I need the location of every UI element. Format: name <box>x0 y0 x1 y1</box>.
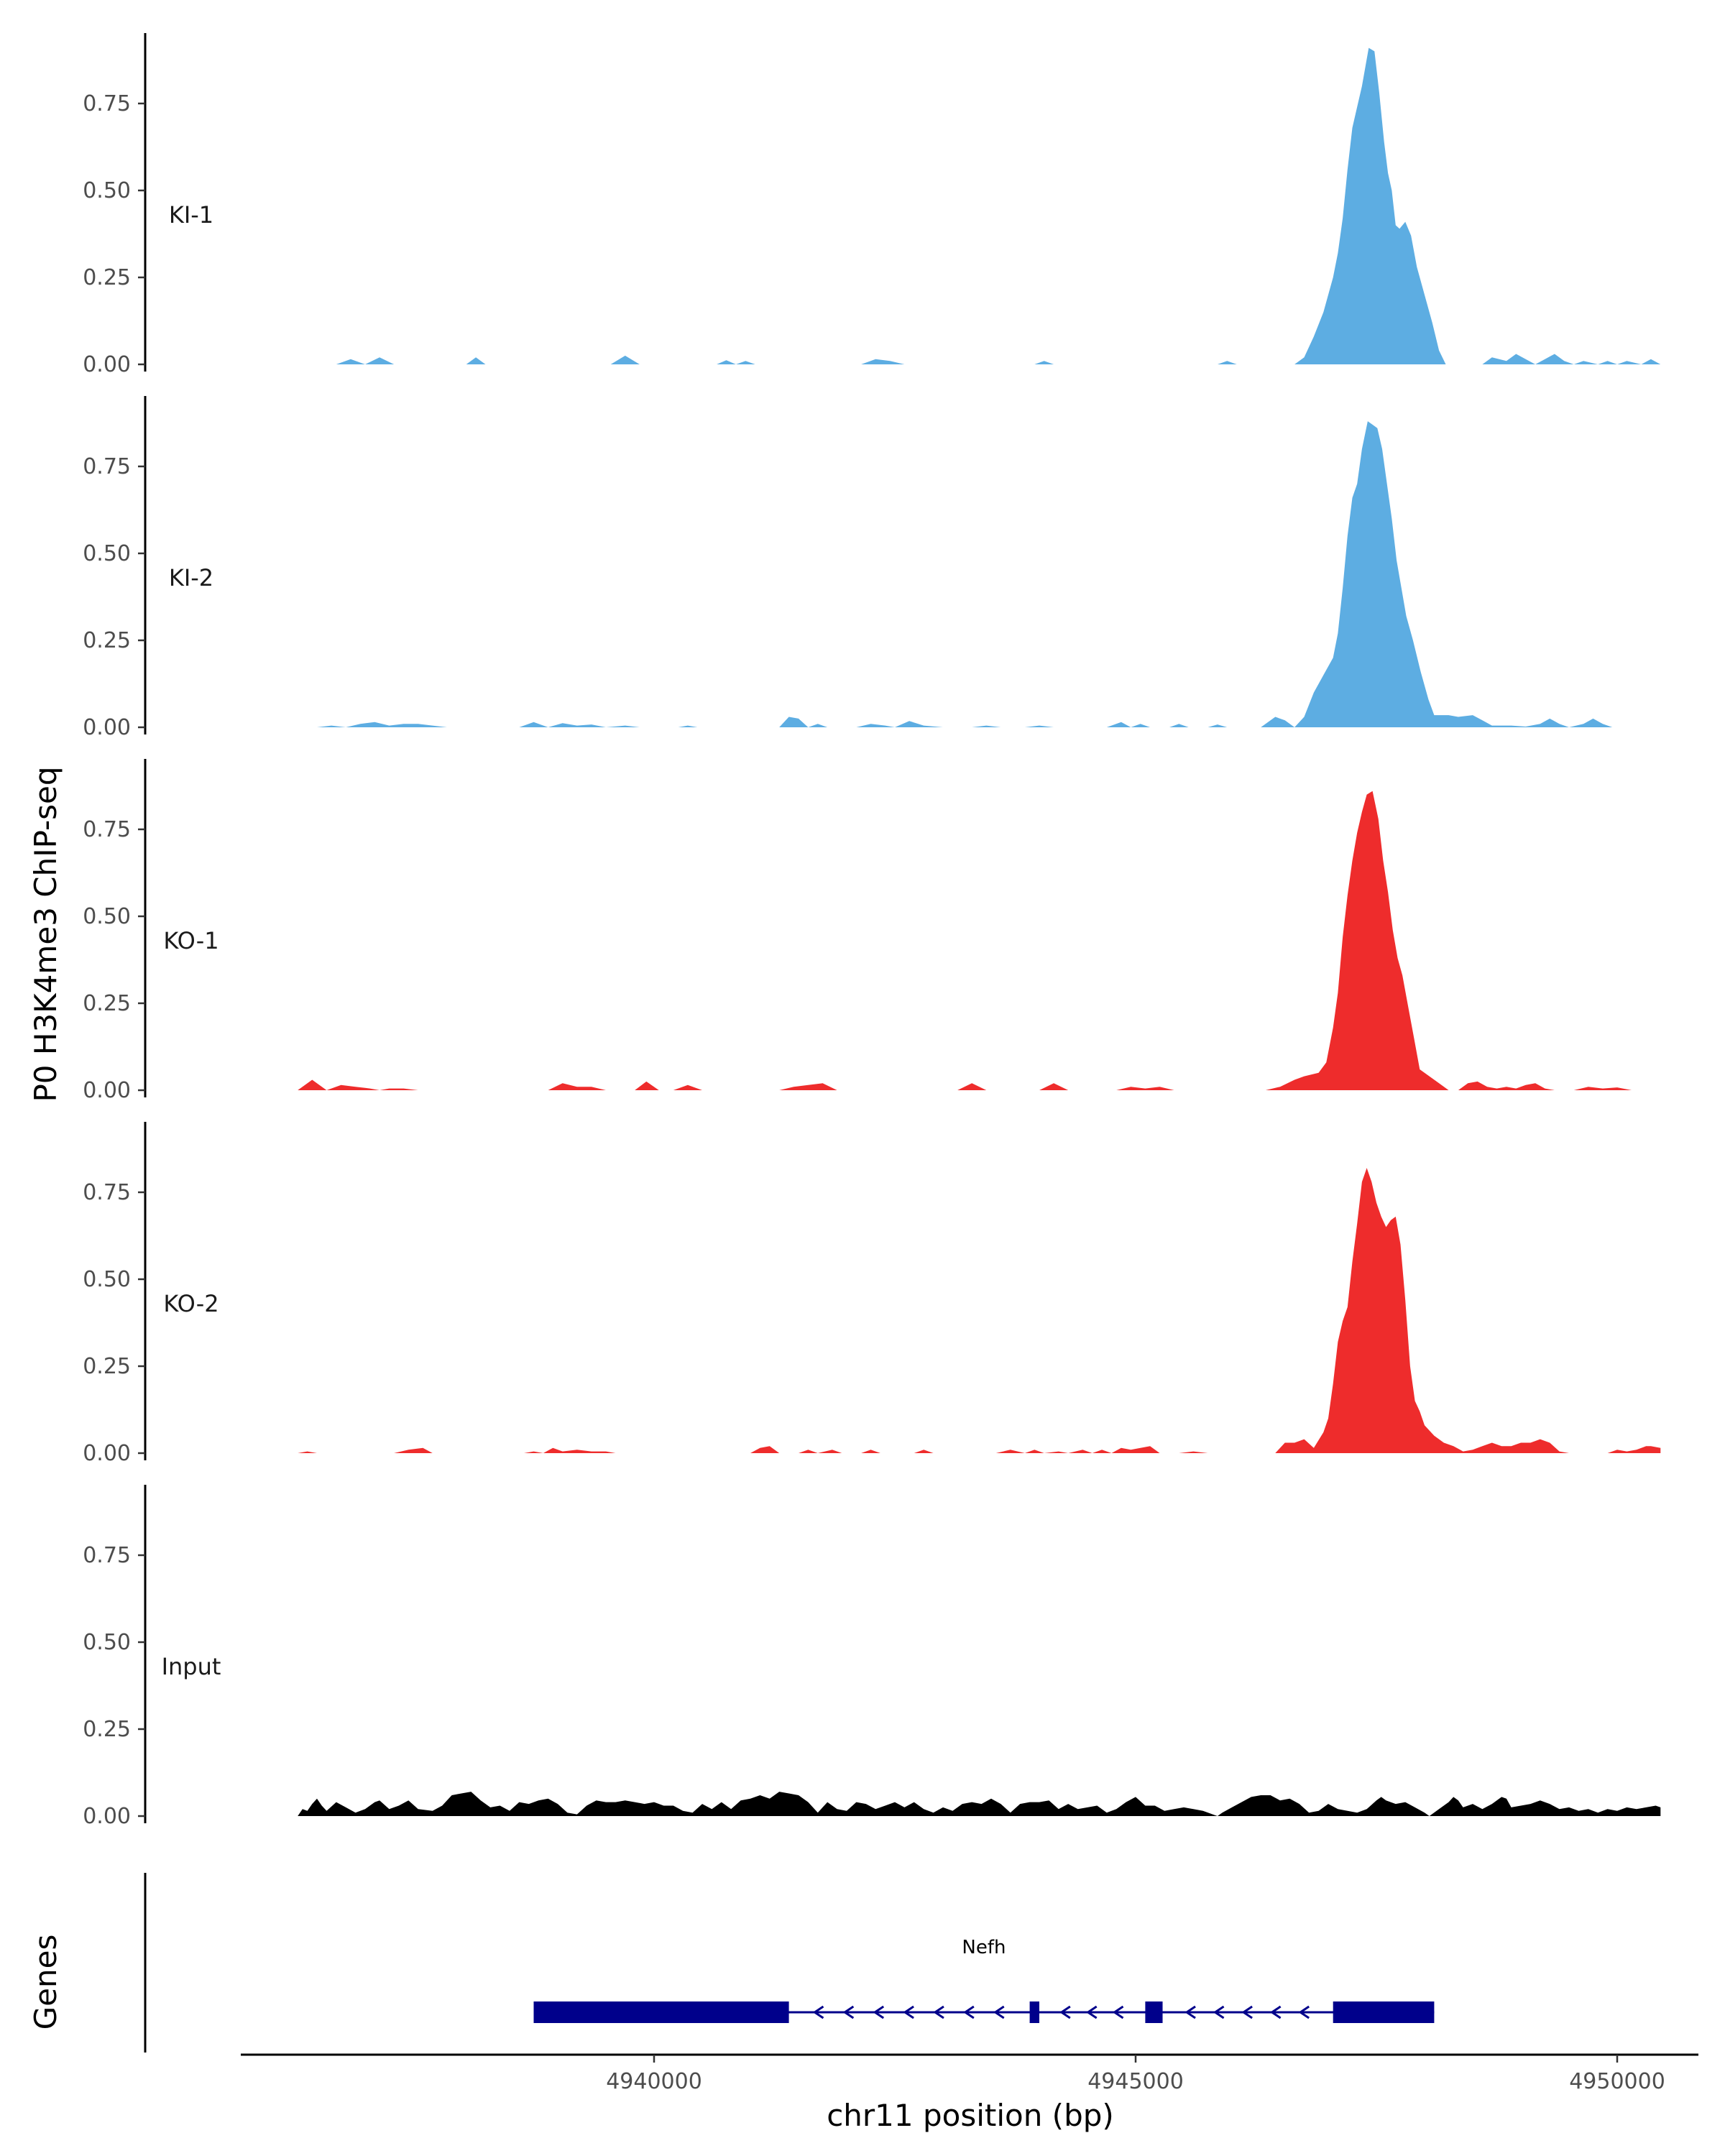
strand-chevron <box>963 2005 975 2019</box>
y-tick-label: 0.25 <box>83 628 131 653</box>
y-tick-label: 0.50 <box>83 1267 131 1292</box>
y-tick-label: 0.00 <box>83 1078 131 1103</box>
strand-chevron <box>933 2005 944 2019</box>
strand-chevron <box>903 2005 914 2019</box>
strand-chevron <box>842 2005 855 2019</box>
strand-chevron <box>993 2005 1005 2019</box>
x-axis: 4940000 4945000 4950000 <box>241 2053 1698 2094</box>
strand-chevron <box>812 2005 824 2019</box>
y-tick-label: 0.25 <box>83 1717 131 1742</box>
y-tick-label: 0.50 <box>83 178 131 203</box>
y-tick-label: 0.75 <box>83 1180 131 1205</box>
tracks-group: 0.00 0.25 0.50 0.75 KI-1 0.00 0.25 0.50 0.75 KI-2… <box>83 33 1661 1829</box>
y-tick-label: 0.00 <box>83 352 131 377</box>
exon-block <box>1029 2001 1039 2023</box>
coverage-area-ko-1 <box>298 791 1632 1090</box>
strand-chevron <box>1059 2005 1071 2019</box>
y-tick-label: 0.25 <box>83 265 131 290</box>
y-tick-label: 0.75 <box>83 1543 131 1568</box>
coverage-area-ki-2 <box>317 421 1613 727</box>
track-label: KO-2 <box>163 1290 218 1317</box>
strand-chevron <box>1184 2005 1196 2019</box>
gene-nefh: Nefh <box>533 1937 1435 2023</box>
strand-chevron <box>1241 2005 1253 2019</box>
y-tick-label: 0.50 <box>83 541 131 566</box>
track-ki-1: 0.00 0.25 0.50 0.75 KI-1 <box>83 33 1661 377</box>
track-label: KI-1 <box>169 201 213 229</box>
y-tick-label: 0.75 <box>83 817 131 842</box>
x-tick-label: 4950000 <box>1569 2069 1665 2094</box>
strand-chevron <box>1269 2005 1282 2019</box>
track-ko-2: 0.00 0.25 0.50 0.75 KO-2 <box>83 1122 1661 1466</box>
strand-chevron <box>1213 2005 1225 2019</box>
coverage-area-input <box>298 1792 1661 1816</box>
x-tick-label: 4940000 <box>606 2069 702 2094</box>
y-tick-label: 0.00 <box>83 715 131 740</box>
y-axis-title: P0 H3K4me3 ChIP-seq <box>28 766 63 1102</box>
exon-block <box>533 2001 789 2023</box>
genes-axis-title: Genes <box>28 1935 63 2030</box>
y-tick-label: 0.75 <box>83 91 131 116</box>
track-label: Input <box>162 1653 221 1680</box>
strand-chevron <box>1112 2005 1124 2019</box>
strand-chevron <box>1085 2005 1098 2019</box>
coverage-area-ko-2 <box>298 1168 1661 1453</box>
y-tick-label: 0.25 <box>83 1354 131 1379</box>
y-tick-label: 0.50 <box>83 904 131 929</box>
exon-block <box>1145 2001 1163 2023</box>
track-ki-2: 0.00 0.25 0.50 0.75 KI-2 <box>83 396 1613 740</box>
gene-name-label: Nefh <box>962 1937 1006 1958</box>
track-ko-1: 0.00 0.25 0.50 0.75 KO-1 <box>83 759 1632 1103</box>
strand-chevron <box>873 2005 885 2019</box>
strand-chevron <box>1298 2005 1310 2019</box>
y-tick-label: 0.00 <box>83 1804 131 1829</box>
y-tick-label: 0.50 <box>83 1630 131 1655</box>
track-label: KI-2 <box>169 564 213 591</box>
x-axis-title: chr11 position (bp) <box>827 2098 1114 2133</box>
y-tick-label: 0.75 <box>83 454 131 479</box>
genes-track: Nefh <box>144 1873 1435 2053</box>
exon-block <box>1333 2001 1435 2023</box>
track-label: KO-1 <box>163 927 218 954</box>
x-tick-label: 4945000 <box>1087 2069 1184 2094</box>
coverage-area-ki-1 <box>336 47 1661 364</box>
track-input: 0.00 0.25 0.50 0.75 Input <box>83 1485 1661 1829</box>
y-tick-label: 0.25 <box>83 991 131 1016</box>
y-tick-label: 0.00 <box>83 1441 131 1466</box>
